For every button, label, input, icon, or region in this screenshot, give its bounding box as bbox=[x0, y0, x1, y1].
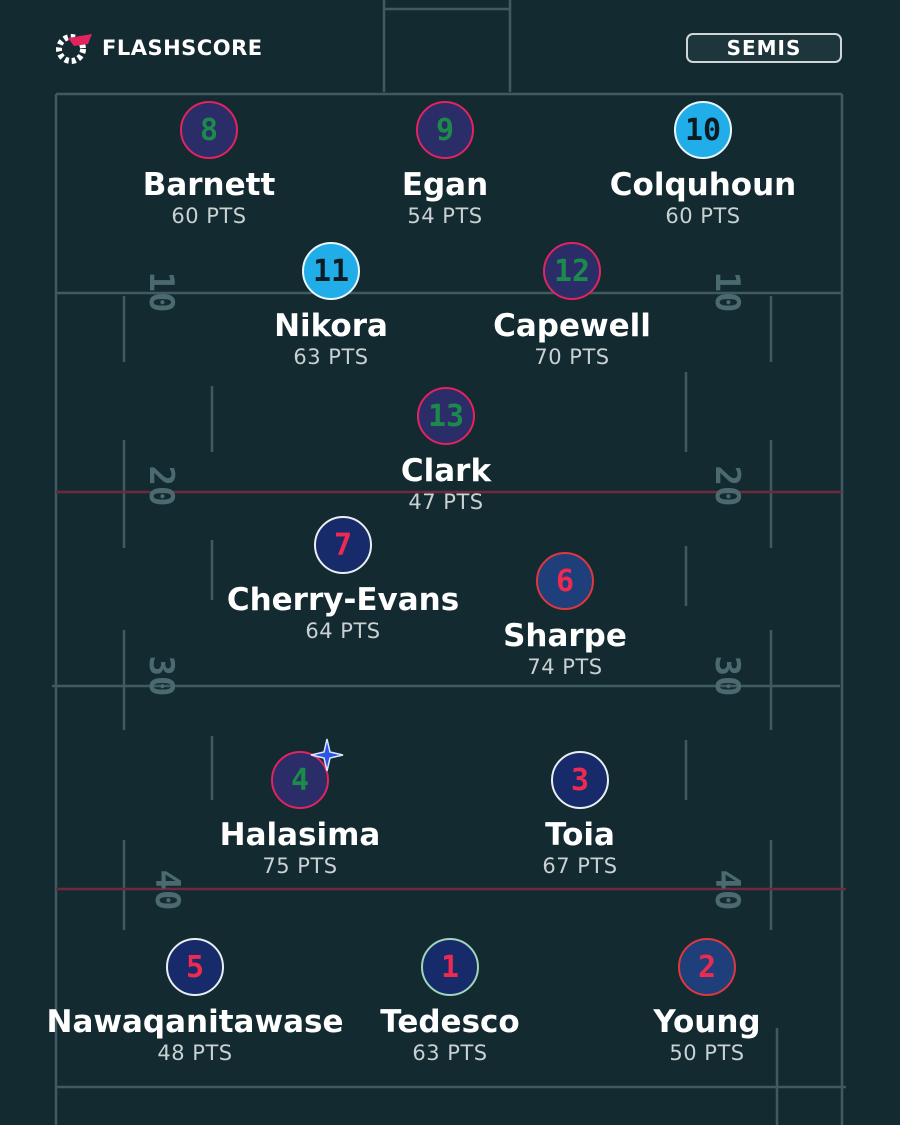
player-name: Colquhoun bbox=[609, 167, 797, 203]
player-number-badge: 9 bbox=[416, 101, 474, 159]
player-points: 50 PTS bbox=[669, 1041, 745, 1065]
player-card[interactable]: 3 Toia 67 PTS bbox=[430, 751, 730, 879]
player-name: Tedesco bbox=[380, 1004, 520, 1040]
player-points: 70 PTS bbox=[534, 345, 610, 369]
flashscore-logo-icon bbox=[56, 34, 92, 64]
player-number: 9 bbox=[435, 112, 455, 148]
player-name: Cherry-Evans bbox=[226, 582, 460, 618]
player-card[interactable]: 6 Sharpe 74 PTS bbox=[415, 552, 715, 680]
player-card[interactable]: 1 Tedesco 63 PTS bbox=[300, 938, 600, 1066]
player-points: 60 PTS bbox=[665, 204, 741, 228]
player-card[interactable]: 2 Young 50 PTS bbox=[557, 938, 857, 1066]
star-icon bbox=[310, 738, 344, 772]
player-card[interactable]: 8 Barnett 60 PTS bbox=[59, 101, 359, 229]
player-number: 5 bbox=[185, 949, 205, 985]
player-card[interactable]: 10 Colquhoun 60 PTS bbox=[553, 101, 853, 229]
player-number-badge: 3 bbox=[551, 751, 609, 809]
player-number: 2 bbox=[697, 949, 717, 985]
yard-marker-20-right: 20 bbox=[707, 466, 747, 507]
player-card[interactable]: 9 Egan 54 PTS bbox=[295, 101, 595, 229]
player-card[interactable]: 13 Clark 47 PTS bbox=[296, 387, 596, 515]
player-number-badge: 12 bbox=[543, 242, 601, 300]
player-points: 75 PTS bbox=[262, 854, 338, 878]
player-number-badge: 8 bbox=[180, 101, 238, 159]
player-number-badge: 7 bbox=[314, 516, 372, 574]
player-number-badge: 13 bbox=[417, 387, 475, 445]
player-number: 11 bbox=[312, 253, 350, 289]
player-number: 13 bbox=[427, 398, 465, 434]
player-name: Toia bbox=[545, 817, 615, 853]
player-name: Halasima bbox=[219, 817, 381, 853]
player-card[interactable]: 5 Nawaqanitawase 48 PTS bbox=[45, 938, 345, 1066]
player-points: 60 PTS bbox=[171, 204, 247, 228]
player-card[interactable]: 12 Capewell 70 PTS bbox=[422, 242, 722, 370]
player-number: 1 bbox=[440, 949, 460, 985]
player-number: 3 bbox=[570, 762, 590, 798]
player-card[interactable]: 7 Cherry-Evans 64 PTS bbox=[193, 516, 493, 644]
header: FLASHSCORE SEMIS bbox=[0, 0, 900, 90]
yard-marker-10-right: 10 bbox=[707, 272, 747, 313]
flashscore-logo[interactable]: FLASHSCORE bbox=[54, 30, 263, 66]
player-points: 48 PTS bbox=[157, 1041, 233, 1065]
player-points: 54 PTS bbox=[407, 204, 483, 228]
player-number: 4 bbox=[290, 762, 310, 798]
player-number-badge: 11 bbox=[302, 242, 360, 300]
player-points: 47 PTS bbox=[408, 490, 484, 514]
player-card[interactable]: 11 Nikora 63 PTS bbox=[181, 242, 481, 370]
yard-marker-10-left: 10 bbox=[141, 272, 181, 313]
player-points: 63 PTS bbox=[412, 1041, 488, 1065]
player-name: Barnett bbox=[142, 167, 276, 203]
round-badge[interactable]: SEMIS bbox=[686, 33, 842, 63]
yard-marker-30-left: 30 bbox=[141, 656, 181, 697]
player-number-badge: 2 bbox=[678, 938, 736, 996]
player-number: 6 bbox=[555, 563, 575, 599]
player-points: 64 PTS bbox=[305, 619, 381, 643]
player-name: Sharpe bbox=[503, 618, 627, 654]
player-points: 74 PTS bbox=[527, 655, 603, 679]
player-name: Egan bbox=[401, 167, 489, 203]
player-number: 12 bbox=[553, 253, 591, 289]
brand-name: FLASHSCORE bbox=[102, 36, 263, 60]
player-name: Young bbox=[653, 1004, 761, 1040]
player-name: Clark bbox=[400, 453, 492, 489]
player-number-badge: 10 bbox=[674, 101, 732, 159]
player-name: Nikora bbox=[274, 308, 388, 344]
player-number: 8 bbox=[199, 112, 219, 148]
player-name: Nawaqanitawase bbox=[46, 1004, 344, 1040]
player-number-badge: 6 bbox=[536, 552, 594, 610]
player-points: 67 PTS bbox=[542, 854, 618, 878]
player-number-badge: 5 bbox=[166, 938, 224, 996]
player-number: 7 bbox=[333, 527, 353, 563]
yard-marker-30-right: 30 bbox=[707, 656, 747, 697]
player-name: Capewell bbox=[493, 308, 651, 344]
player-points: 63 PTS bbox=[293, 345, 369, 369]
yard-marker-40-right: 40 bbox=[707, 870, 747, 911]
player-card[interactable]: 4 Halasima 75 PTS bbox=[150, 738, 450, 879]
player-number-badge: 1 bbox=[421, 938, 479, 996]
yard-marker-40-left: 40 bbox=[147, 870, 187, 911]
player-number-badge: 4 bbox=[271, 738, 344, 809]
player-number: 10 bbox=[684, 112, 722, 148]
yard-marker-20-left: 20 bbox=[141, 466, 181, 507]
